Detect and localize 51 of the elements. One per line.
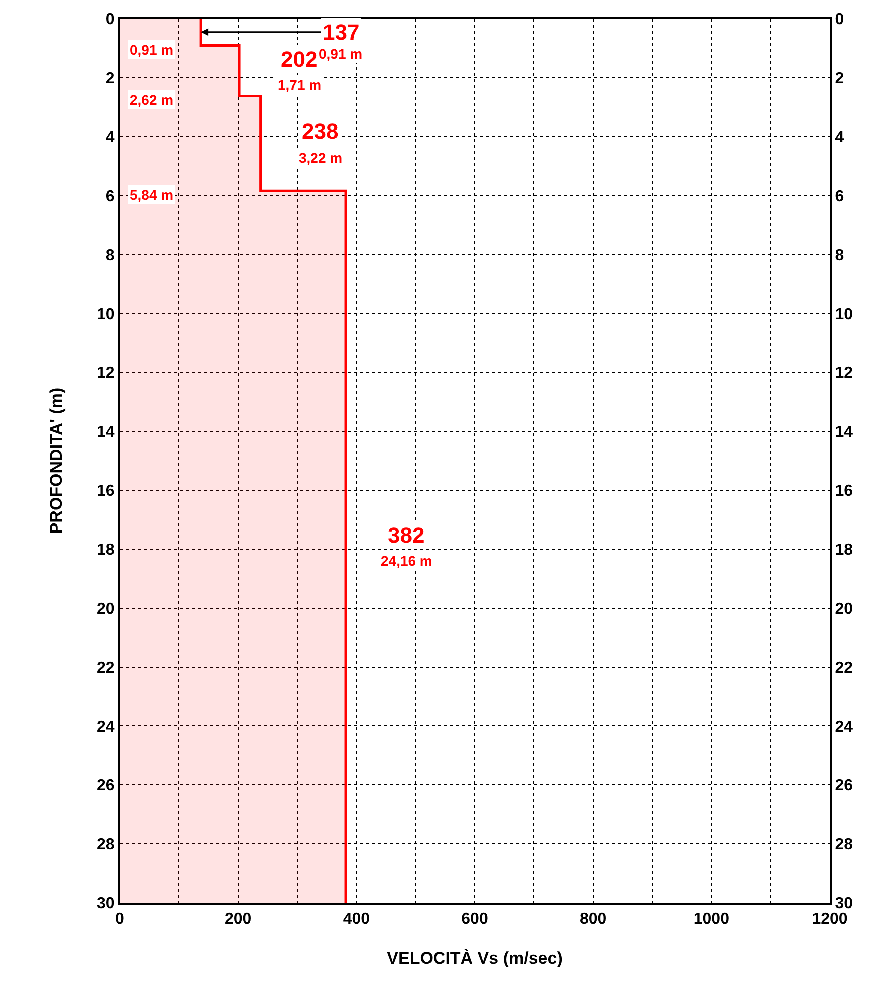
annotation: 2,62 m <box>130 92 174 108</box>
annotation: 5,84 m <box>130 187 174 203</box>
y-tick-label: 18 <box>97 542 115 559</box>
y2-tick-label: 20 <box>835 600 854 618</box>
y-axis-title: PROFONDITA' (m) <box>47 388 66 534</box>
y-tick-label: 22 <box>97 660 115 677</box>
y2-tick-label: 0 <box>835 12 844 29</box>
y2-tick-label: 24 <box>835 718 854 736</box>
y-tick-label: 2 <box>106 70 115 88</box>
annotation: 202 <box>281 47 318 72</box>
y-tick-label: 10 <box>97 306 115 324</box>
y-tick-label: 28 <box>97 836 115 854</box>
annotation: 24,16 m <box>381 553 432 569</box>
y2-tick-label: 2 <box>835 70 844 88</box>
y2-tick-label: 22 <box>835 660 854 677</box>
y-tick-label: 26 <box>97 778 115 795</box>
annotation: 3,22 m <box>299 150 343 166</box>
annotation: 0,91 m <box>130 42 174 58</box>
y2-tick-label: 14 <box>835 424 854 442</box>
y-tick-label: 20 <box>97 600 115 618</box>
annotation: 382 <box>388 523 425 548</box>
y2-tick-label: 28 <box>835 836 854 854</box>
y2-tick-label: 12 <box>835 365 854 382</box>
y2-tick-label: 26 <box>835 778 854 795</box>
y2-tick-label: 4 <box>835 129 844 146</box>
y-tick-label: 4 <box>106 129 115 146</box>
y2-tick-label: 16 <box>835 483 854 500</box>
x-tick-label: 200 <box>224 911 252 928</box>
y2-tick-label: 18 <box>835 542 854 559</box>
y-tick-label: 6 <box>106 188 115 206</box>
y-tick-label: 12 <box>97 365 115 382</box>
y2-tick-label: 8 <box>835 247 844 264</box>
y-tick-label: 0 <box>106 12 115 29</box>
annotation: 137 <box>323 20 360 45</box>
y-tick-label: 16 <box>97 483 115 500</box>
x-axis-title: VELOCITÀ Vs (m/sec) <box>387 948 563 968</box>
annotation: 1,71 m <box>278 77 322 93</box>
annotation: 238 <box>302 119 339 144</box>
x-tick-label: 800 <box>580 911 607 928</box>
y-tick-label: 24 <box>97 718 115 736</box>
y2-tick-label: 30 <box>835 896 854 913</box>
x-tick-label: 600 <box>462 911 488 928</box>
x-tick-label: 400 <box>343 911 370 928</box>
y2-tick-label: 10 <box>835 306 854 324</box>
x-tick-label: 1200 <box>812 911 848 928</box>
x-tick-label: 1000 <box>694 911 730 928</box>
annotation: 0,91 m <box>319 46 363 62</box>
y-tick-label: 14 <box>97 424 115 442</box>
y-tick-label: 30 <box>97 896 115 913</box>
y2-tick-label: 6 <box>835 188 844 206</box>
y-tick-label: 8 <box>106 247 115 264</box>
